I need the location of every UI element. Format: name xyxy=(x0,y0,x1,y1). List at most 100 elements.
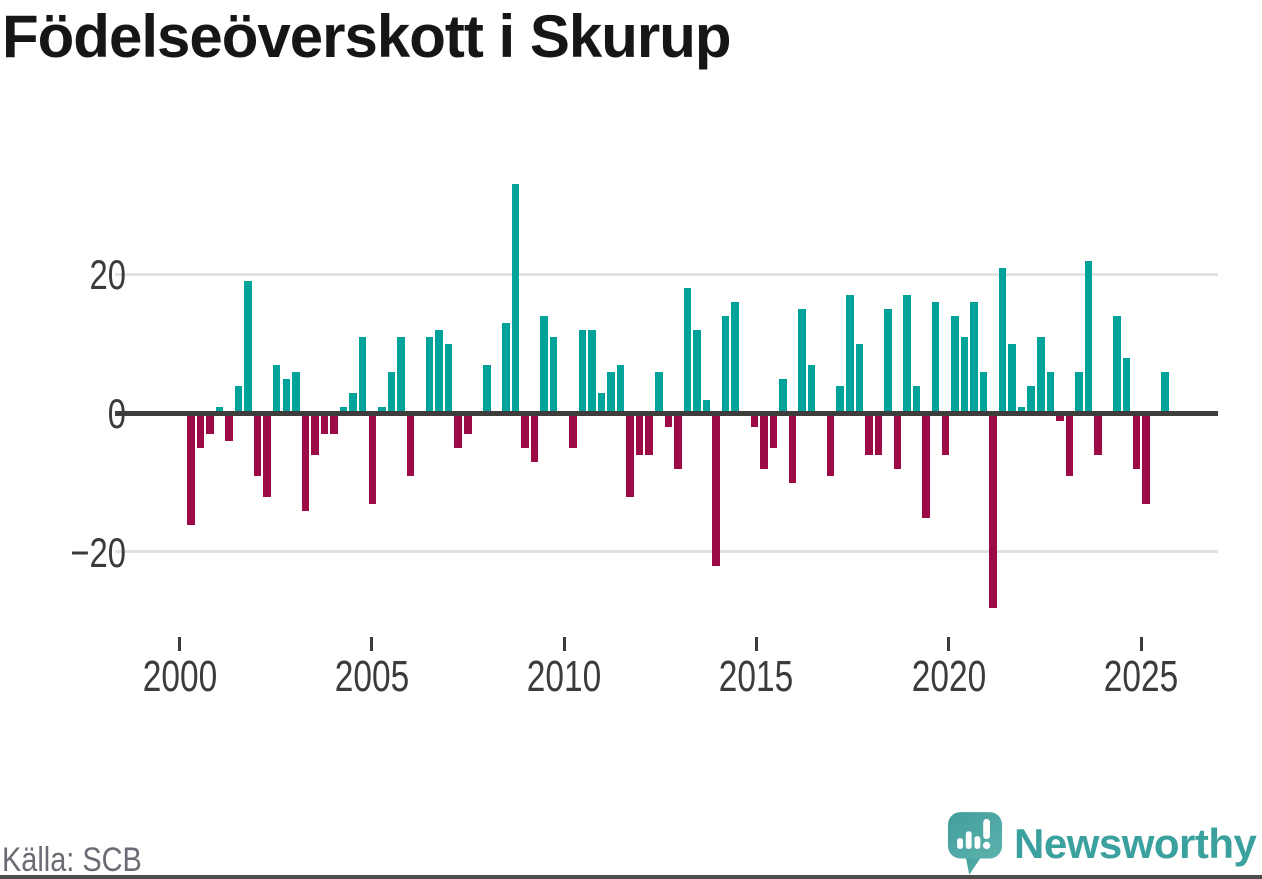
bar-2011-Q2 xyxy=(616,364,625,414)
bar-2016-Q4 xyxy=(826,413,835,477)
bar-2012-Q4 xyxy=(674,413,682,470)
bar-2000-Q2 xyxy=(196,413,205,449)
window-bottom-bar xyxy=(0,875,1262,879)
bar-2010-Q2 xyxy=(578,330,587,414)
x-tick-label-2010: 2010 xyxy=(526,652,602,701)
bar-2011-Q4 xyxy=(635,413,644,456)
gridline-plus-20 xyxy=(115,273,1218,276)
bar-2016-Q2 xyxy=(807,364,816,414)
bar-2019-Q4 xyxy=(941,413,950,456)
bar-2008-Q2 xyxy=(502,323,510,414)
bar-2008-Q4 xyxy=(521,413,529,449)
bar-2003-Q2 xyxy=(311,413,319,456)
bar-2020-Q3 xyxy=(970,302,978,414)
bar-2021-Q3 xyxy=(1008,344,1016,414)
bar-2009-Q2 xyxy=(540,316,548,414)
bar-2011-Q3 xyxy=(626,413,634,497)
bar-2003-Q4 xyxy=(330,413,338,435)
bar-2005-Q2 xyxy=(387,371,396,414)
bar-2006-Q4 xyxy=(444,344,453,414)
bar-2021-Q2 xyxy=(998,267,1007,414)
bar-2013-Q1 xyxy=(683,288,692,414)
bar-2021-Q4 xyxy=(1017,406,1026,414)
newsworthy-branding: Newsworthy xyxy=(946,810,1257,878)
bar-2001-Q2 xyxy=(234,385,243,414)
zero-axis-line xyxy=(115,411,1218,416)
bar-2019-Q1 xyxy=(912,385,921,414)
bar-2010-Q1 xyxy=(569,413,577,449)
bar-2022-Q4 xyxy=(1056,413,1064,421)
bar-2004-Q2 xyxy=(349,392,357,414)
bar-2019-Q3 xyxy=(931,302,940,414)
logo-bar-medium xyxy=(974,836,981,849)
bar-2005-Q3 xyxy=(397,337,405,414)
bar-2024-Q2 xyxy=(1113,316,1121,414)
x-tick-mark-2010 xyxy=(562,637,566,651)
y-tick-label--20: −20 xyxy=(70,528,126,576)
bar-2003-Q1 xyxy=(301,413,310,511)
bar-2002-Q3 xyxy=(282,378,291,414)
bar-2018-Q3 xyxy=(893,413,902,470)
bar-2012-Q1 xyxy=(645,413,653,456)
x-tick-mark-2015 xyxy=(754,637,758,651)
bar-2022-Q3 xyxy=(1046,371,1055,414)
bar-2005-Q4 xyxy=(406,413,415,477)
bar-2001-Q1 xyxy=(225,413,233,442)
bar-2014-Q4 xyxy=(750,413,759,428)
bar-2022-Q1 xyxy=(1027,385,1035,414)
bar-2018-Q2 xyxy=(884,309,892,414)
bar-2002-Q2 xyxy=(272,364,281,414)
x-tick-mark-2005 xyxy=(370,637,374,651)
bar-2020-Q4 xyxy=(979,371,988,414)
bar-2019-Q2 xyxy=(922,413,930,518)
bar-2006-Q2 xyxy=(425,337,434,414)
bar-2009-Q1 xyxy=(530,413,539,463)
bar-2006-Q3 xyxy=(435,330,443,414)
bar-2013-Q4 xyxy=(712,413,720,567)
bar-2023-Q4 xyxy=(1094,413,1102,456)
newsworthy-logo-icon xyxy=(947,812,1003,875)
bar-2020-Q1 xyxy=(951,316,959,414)
bar-2023-Q1 xyxy=(1065,413,1074,477)
bar-2000-Q3 xyxy=(206,413,214,435)
bar-2015-Q1 xyxy=(760,413,768,470)
bar-2004-Q3 xyxy=(358,337,367,414)
gridline-minus-20 xyxy=(115,550,1218,553)
y-tick-label-20: 20 xyxy=(89,250,126,298)
x-tick-mark-2025 xyxy=(1139,637,1143,651)
newsworthy-wordmark: Newsworthy xyxy=(1014,820,1257,867)
bar-2004-Q1 xyxy=(339,406,348,414)
bar-2002-Q4 xyxy=(292,371,300,414)
x-tick-mark-2000 xyxy=(178,637,181,651)
bar-2014-Q1 xyxy=(721,316,730,414)
logo-bar-tall xyxy=(965,831,972,849)
x-tick-label-2015: 2015 xyxy=(719,652,794,701)
bar-2000-Q4 xyxy=(215,406,224,414)
bar-2024-Q4 xyxy=(1132,413,1141,470)
bar-2024-Q3 xyxy=(1122,357,1131,414)
logo-exclamation-dot xyxy=(982,841,991,850)
bar-2008-Q3 xyxy=(511,184,520,414)
bar-2015-Q2 xyxy=(769,413,778,449)
bar-2014-Q2 xyxy=(731,302,739,414)
bar-2004-Q4 xyxy=(368,413,377,504)
bar-2010-Q3 xyxy=(588,330,596,414)
bar-2021-Q1 xyxy=(989,413,997,609)
bar-2013-Q2 xyxy=(693,330,701,414)
bar-2012-Q2 xyxy=(655,371,663,414)
source-note: Källa: SCB xyxy=(2,841,142,879)
bar-2001-Q4 xyxy=(253,413,262,477)
bar-2007-Q4 xyxy=(483,364,491,414)
bar-2013-Q3 xyxy=(702,399,711,414)
bar-2015-Q3 xyxy=(779,378,787,414)
chart-title: Födelseöverskott i Skurup xyxy=(2,3,732,70)
x-tick-label-2000: 2000 xyxy=(142,652,217,701)
bar-2007-Q2 xyxy=(464,413,472,435)
bar-2022-Q2 xyxy=(1037,337,1045,414)
bar-2010-Q4 xyxy=(597,392,606,414)
bar-2016-Q1 xyxy=(798,309,806,414)
bar-2020-Q2 xyxy=(960,337,969,414)
bar-2009-Q3 xyxy=(549,337,558,414)
